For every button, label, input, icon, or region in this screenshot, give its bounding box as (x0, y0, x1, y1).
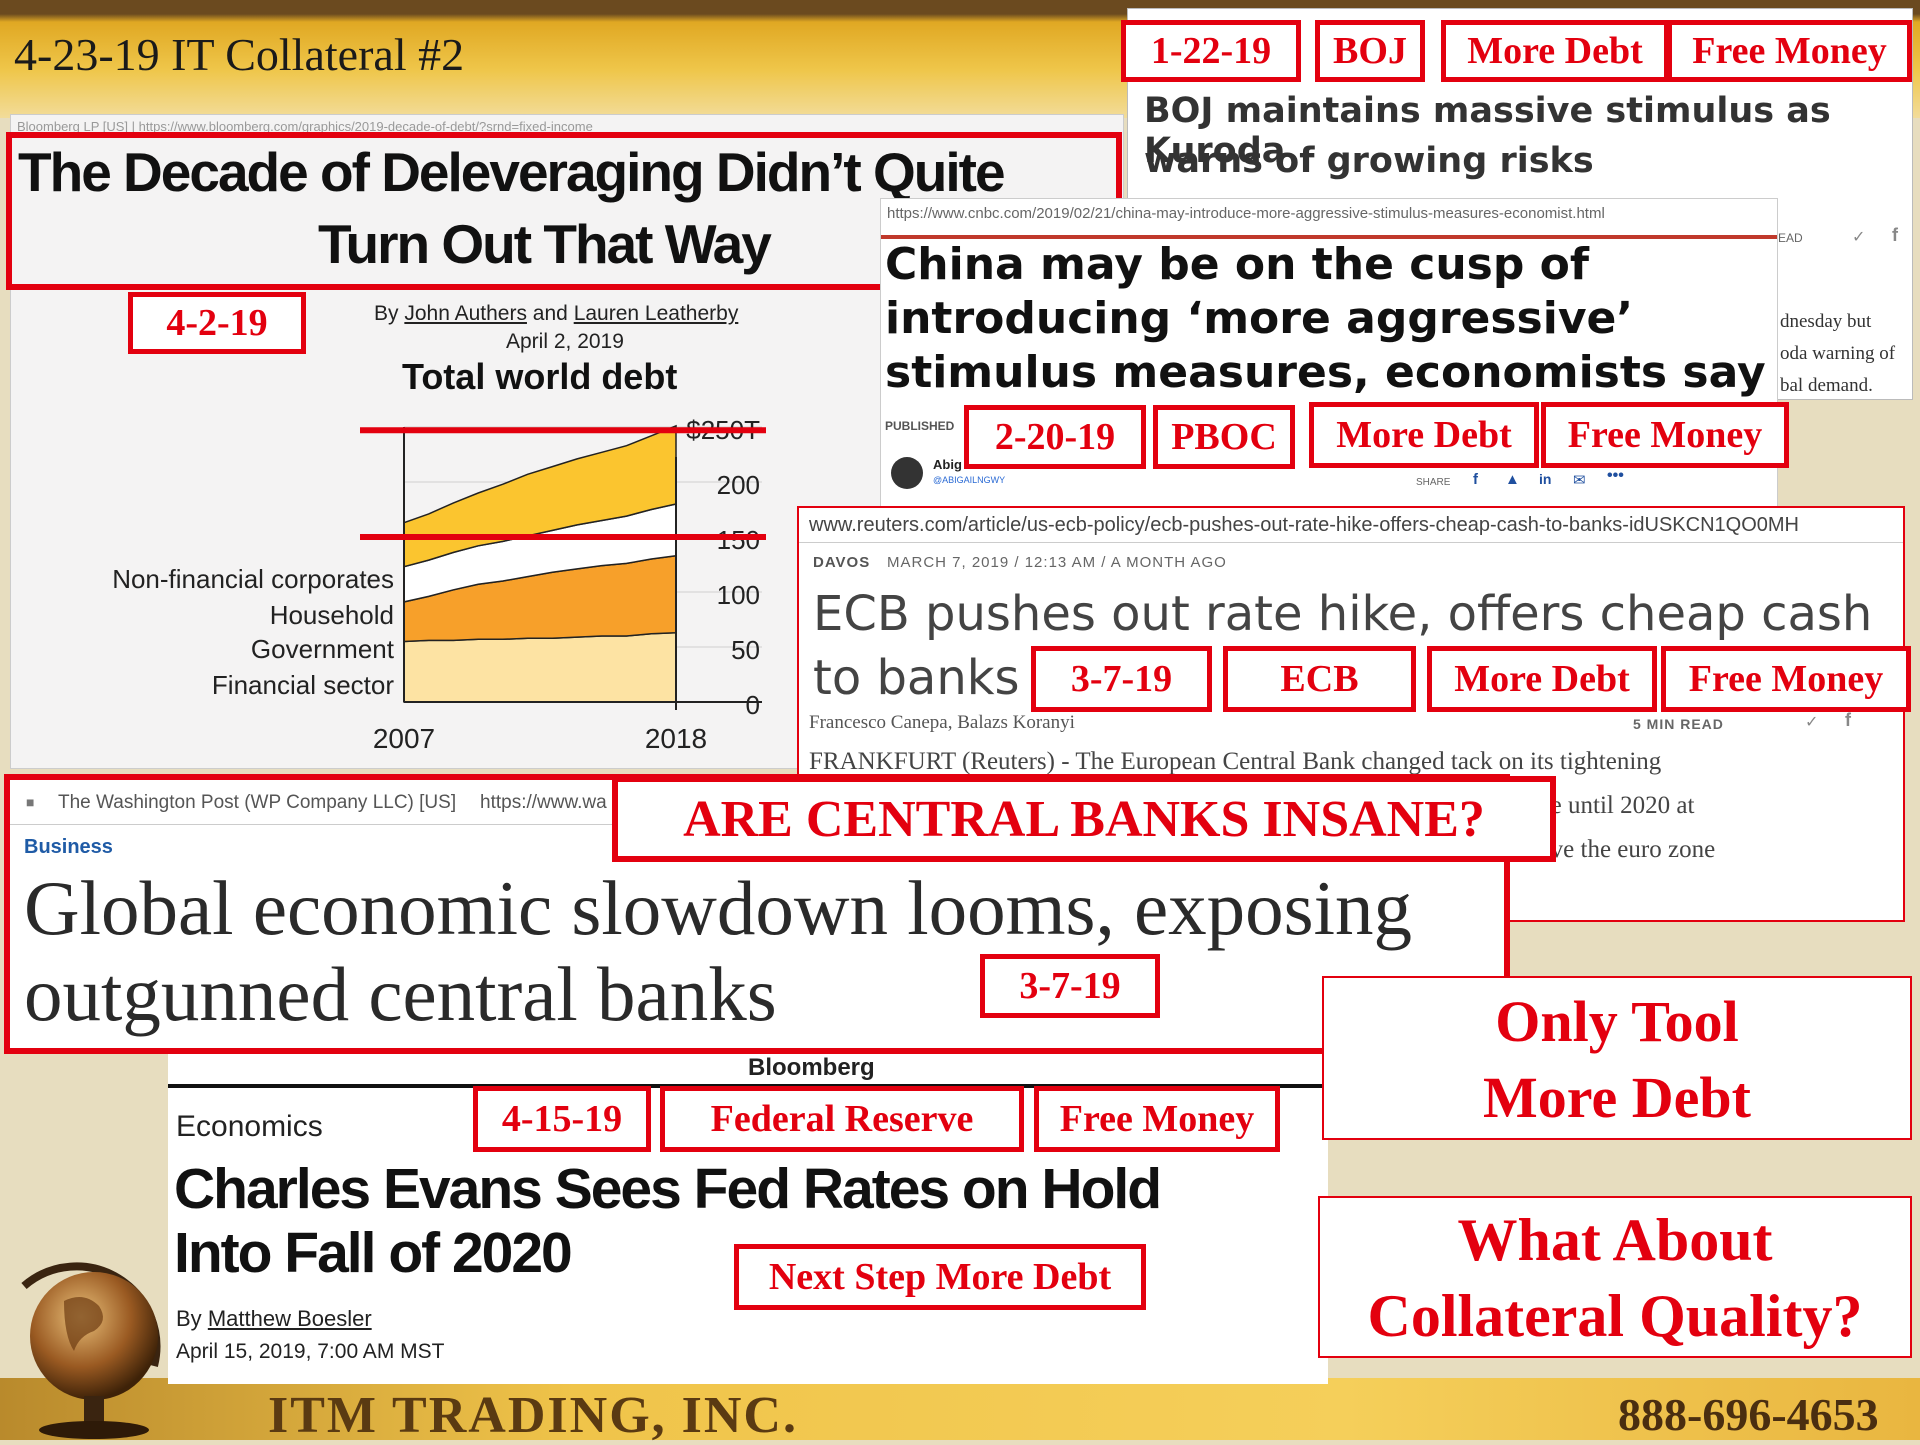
twitter-icon[interactable]: ✓ (1805, 714, 1819, 731)
reuters-body-line1: FRANKFURT (Reuters) - The European Centr… (809, 748, 1662, 775)
linkedin-icon[interactable]: in (1539, 471, 1552, 487)
author-link[interactable]: Matthew Boesler (207, 1306, 372, 1331)
tag-boj-free-money: Free Money (1667, 20, 1912, 82)
reuters-headline-line2: to banks (813, 650, 1020, 706)
slide-title: 4-23-19 IT Collateral #2 (14, 29, 465, 80)
collateral-callout (1318, 1196, 1912, 1358)
y-tick-label: 100 (717, 580, 760, 610)
tag-next-step: Next Step More Debt (734, 1244, 1146, 1310)
reuters-dateline-place: DAVOS (813, 554, 871, 571)
tag-reuters-bank: ECB (1223, 646, 1416, 712)
more-icon[interactable]: ••• (1607, 467, 1624, 484)
bloomberg-headline-line1: The Decade of Deleveraging Didn’t Quite (18, 141, 1006, 203)
tag-cnbc-date: 2-20-19 (964, 405, 1146, 469)
x-tick-label: 2018 (645, 723, 707, 754)
bloomberg-headline-line2: Turn Out That Way (318, 213, 772, 275)
email-icon[interactable]: ✉ (1573, 472, 1586, 489)
wapo-headline-line1: Global economic slowdown looms, exposing (24, 865, 1412, 951)
tag-reuters-more-debt: More Debt (1427, 646, 1657, 712)
wapo-article-card: ■ The Washington Post (WP Company LLC) [… (4, 774, 1510, 1054)
twitter-icon[interactable]: ✓ (1852, 229, 1866, 246)
tag-reuters-free-money: Free Money (1661, 646, 1911, 712)
tag-boj-date: 1-22-19 (1121, 20, 1301, 82)
only-tool-line1: Only Tool (1495, 989, 1739, 1054)
cnbc-headline-line3: stimulus measures, economists say (885, 347, 1766, 398)
avatar[interactable] (891, 457, 923, 489)
boj-body-fragment-2: oda warning of (1780, 343, 1896, 364)
footer-phone: 888-696-4653 (1618, 1389, 1879, 1440)
tag-boj-more-debt: More Debt (1441, 20, 1669, 82)
fed-date: April 15, 2019, 7:00 AM MST (176, 1340, 445, 1363)
legend-label: Non-financial corporates (112, 564, 394, 594)
tag-reuters-date: 3-7-19 (1031, 646, 1212, 712)
cnbc-headline-line2: introducing ‘more aggressive’ (885, 293, 1634, 344)
series-area (403, 631, 677, 703)
globe-logo (4, 1246, 174, 1440)
tag-fed-bank: Federal Reserve (660, 1086, 1024, 1152)
boj-headline-line2: warns of growing risks (1144, 141, 1594, 181)
reuters-url[interactable]: www.reuters.com/article/us-ecb-policy/ec… (809, 514, 1799, 536)
fed-headline-line1: Charles Evans Sees Fed Rates on Hold (174, 1157, 1162, 1221)
only-tool-callout (1322, 976, 1912, 1140)
tag-fed-free-money: Free Money (1034, 1086, 1280, 1152)
reuters-headline-line1: ECB pushes out rate hike, offers cheap c… (813, 586, 1873, 642)
tag-fed-date: 4-15-19 (473, 1086, 651, 1152)
wapo-source-url[interactable]: https://www.wa (480, 792, 607, 813)
cnbc-headline-line1: China may be on the cusp of (885, 239, 1590, 290)
legend-label: Government (251, 634, 395, 664)
legend-label: Financial sector (212, 670, 394, 700)
tag-cnbc-bank: PBOC (1153, 405, 1295, 469)
boj-headline-line1: BOJ maintains massive stimulus as Kuroda (1144, 91, 1831, 171)
central-banks-banner: ARE CENTRAL BANKS INSANE? (612, 776, 1556, 862)
twitter-icon[interactable]: ▲ (1505, 471, 1520, 488)
boj-body-fragment-1: dnesday but (1780, 311, 1872, 332)
y-tick-label: 0 (746, 690, 760, 720)
collateral-line1: What About (1457, 1207, 1773, 1273)
tag-wapo-date: 3-7-19 (980, 954, 1160, 1018)
author-link[interactable]: Lauren Leatherby (573, 302, 739, 325)
fed-brand: Bloomberg (748, 1054, 875, 1081)
reuters-read-time: 5 MIN READ (1633, 716, 1724, 732)
fed-section[interactable]: Economics (176, 1110, 323, 1143)
wapo-headline-line2: outgunned central banks (24, 951, 777, 1037)
bloomberg-source-bar: Bloomberg LP [US] | https://www.bloomber… (17, 119, 593, 134)
only-tool-line2: More Debt (1483, 1065, 1751, 1130)
y-tick-label: 200 (717, 470, 760, 500)
wapo-section[interactable]: Business (24, 836, 113, 858)
fed-byline-by: By (176, 1306, 202, 1331)
cnbc-share-label: SHARE (1416, 477, 1451, 488)
byline-and: and (532, 302, 568, 325)
byline-by: By (374, 302, 399, 325)
cnbc-published-label: PUBLISHED (885, 419, 955, 433)
legend-label: Household (270, 600, 394, 630)
boj-body-fragment-3: bal demand. (1780, 375, 1873, 396)
chart-title: Total world debt (402, 356, 678, 397)
facebook-icon[interactable]: f (1473, 471, 1478, 488)
total-world-debt-chart: $250T20015010050020072018Non-financial c… (112, 415, 766, 754)
wapo-source-bar: The Washington Post (WP Company LLC) [US… (58, 792, 457, 813)
cnbc-author-name[interactable]: Abig (933, 457, 962, 472)
tag-boj-bank: BOJ (1315, 20, 1425, 82)
facebook-icon[interactable]: f (1892, 225, 1898, 245)
reuters-authors[interactable]: Francesco Canepa, Balazs Koranyi (809, 712, 1075, 733)
lock-icon: ■ (26, 794, 35, 810)
collateral-line2: Collateral Quality? (1367, 1283, 1863, 1349)
byline: By John Authers and Lauren Leatherby (374, 302, 738, 326)
facebook-icon[interactable]: f (1845, 710, 1851, 730)
cnbc-author-handle[interactable]: @ABIGAILNGWY (933, 475, 1006, 485)
y-tick-label: 50 (731, 635, 760, 665)
footer-company: ITM TRADING, INC. (268, 1387, 798, 1444)
fed-byline: By Matthew Boesler (176, 1306, 372, 1332)
tag-cnbc-more-debt: More Debt (1309, 402, 1539, 468)
footer-band (0, 1378, 1920, 1440)
x-tick-label: 2007 (373, 723, 435, 754)
article-date: April 2, 2019 (506, 330, 624, 353)
fed-headline-line2: Into Fall of 2020 (174, 1221, 573, 1285)
author-link[interactable]: John Authers (404, 302, 527, 325)
boj-read-label: EAD (1778, 231, 1803, 245)
cnbc-url[interactable]: https://www.cnbc.com/2019/02/21/china-ma… (887, 205, 1605, 222)
tag-cnbc-free-money: Free Money (1541, 402, 1789, 468)
reuters-dateline: MARCH 7, 2019 / 12:13 AM / A MONTH AGO (887, 554, 1227, 571)
tag-bloomberg-date: 4-2-19 (128, 292, 306, 354)
